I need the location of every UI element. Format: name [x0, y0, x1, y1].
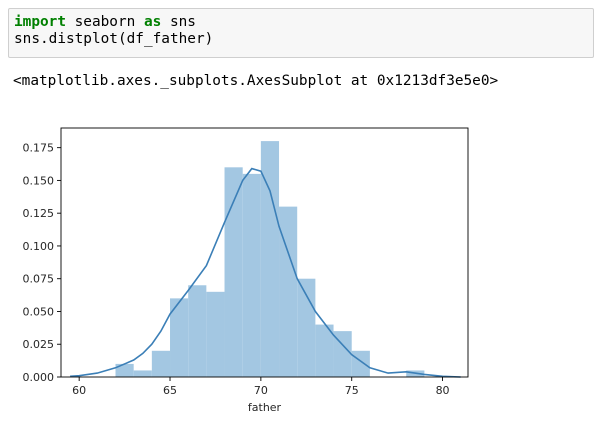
y-tick-label: 0.000 [23, 371, 55, 384]
histogram-bar [260, 141, 280, 377]
module-name: seaborn [65, 14, 144, 30]
histogram-bar [315, 324, 334, 377]
distplot-figure: 60 65 70 75 80 0.000 0.025 0.050 0.075 0.100 0.12… [23, 127, 469, 414]
histogram-bar [224, 167, 243, 377]
histogram-bar [133, 370, 152, 377]
y-tick-label: 0.100 [23, 240, 55, 253]
x-tick-label: 75 [345, 384, 359, 397]
kde-line [70, 167, 461, 378]
keyword-as: as [143, 14, 162, 30]
histogram-bar [333, 331, 352, 377]
x-tick-label: 70 [254, 384, 268, 397]
code-line-2: sns.distplot(df_father) [14, 31, 214, 47]
y-tick-label: 0.075 [23, 273, 55, 286]
keyword-import: import [14, 14, 66, 30]
histogram-bar [170, 298, 189, 377]
histogram-bar [151, 350, 171, 377]
histogram-bar [242, 173, 261, 377]
y-tick-label: 0.025 [23, 338, 55, 351]
x-tick-label: 65 [163, 384, 177, 397]
histogram-bar [206, 291, 225, 377]
x-axis-label: father [248, 401, 282, 414]
y-tick-label: 0.175 [23, 142, 55, 155]
histogram-bar [115, 363, 134, 377]
x-axis-ticks: 60 65 70 75 80 [72, 377, 450, 397]
x-tick-label: 60 [72, 384, 86, 397]
x-tick-label: 80 [436, 384, 450, 397]
y-tick-label: 0.150 [23, 174, 55, 187]
y-axis-ticks: 0.000 0.025 0.050 0.075 0.100 0.125 0.150 0.175 [23, 142, 61, 384]
histogram-bar [188, 285, 207, 377]
y-tick-label: 0.050 [23, 305, 55, 318]
code-cell-input[interactable]: import seaborn as sns sns.distplot(df_fa… [8, 8, 594, 58]
y-tick-label: 0.125 [23, 207, 55, 220]
histogram-bar [351, 350, 370, 377]
output-repr: <matplotlib.axes._subplots.AxesSubplot a… [13, 73, 499, 89]
histogram-bars [115, 141, 425, 377]
axes-frame [60, 127, 469, 378]
module-alias: sns [161, 14, 196, 30]
code-line-1: import seaborn as sns [14, 14, 593, 31]
histogram-bar [279, 206, 298, 377]
